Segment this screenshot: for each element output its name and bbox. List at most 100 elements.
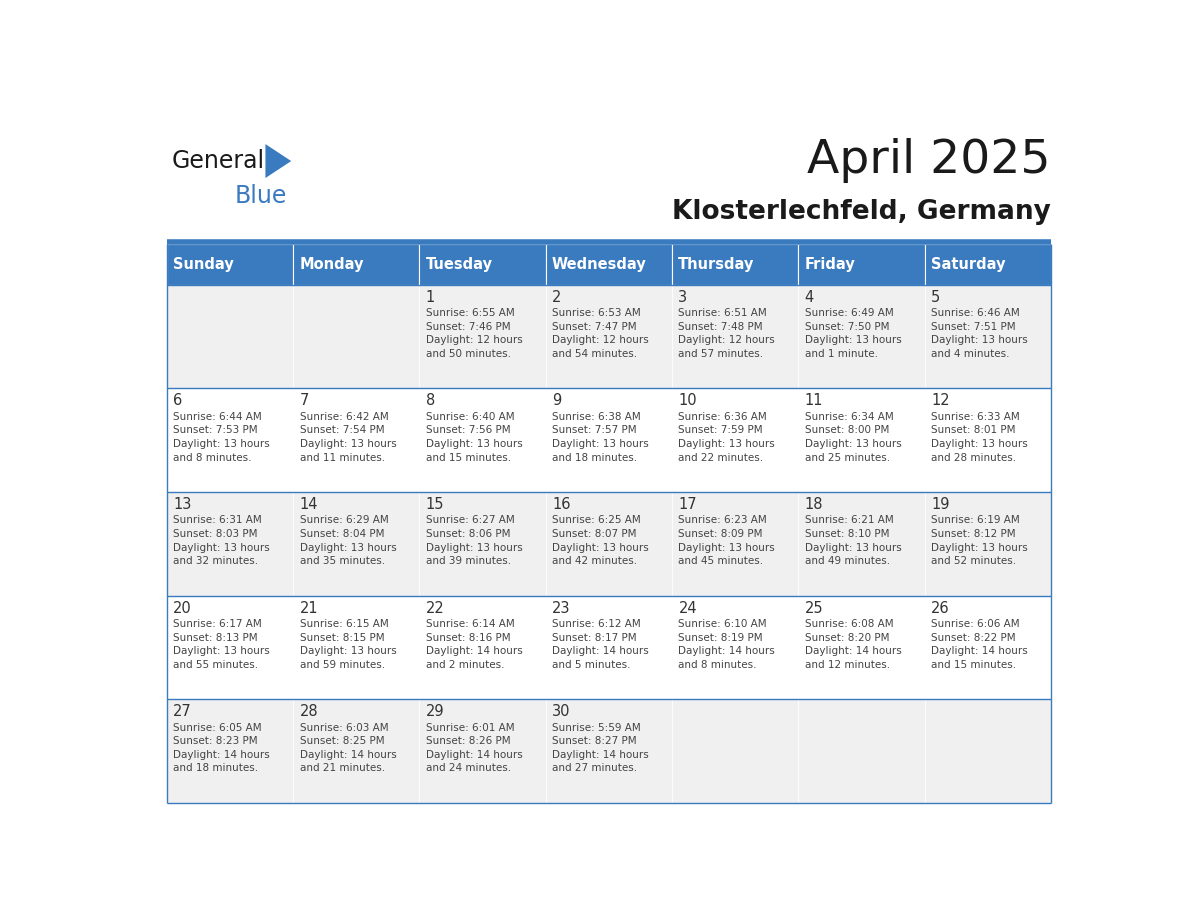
Text: 26: 26 <box>931 600 949 616</box>
Text: April 2025: April 2025 <box>808 139 1051 184</box>
Bar <box>924 244 1051 285</box>
Text: Blue: Blue <box>234 185 286 208</box>
Polygon shape <box>265 144 291 178</box>
Text: 25: 25 <box>804 600 823 616</box>
Bar <box>293 388 419 492</box>
Bar <box>419 244 545 285</box>
Text: Sunday: Sunday <box>173 257 234 272</box>
Text: Sunrise: 6:31 AM
Sunset: 8:03 PM
Daylight: 13 hours
and 32 minutes.: Sunrise: 6:31 AM Sunset: 8:03 PM Dayligh… <box>173 515 270 566</box>
Text: 4: 4 <box>804 290 814 305</box>
Text: Sunrise: 6:46 AM
Sunset: 7:51 PM
Daylight: 13 hours
and 4 minutes.: Sunrise: 6:46 AM Sunset: 7:51 PM Dayligh… <box>931 308 1028 359</box>
Bar <box>924 492 1051 596</box>
Bar <box>798 492 924 596</box>
Text: Sunrise: 6:42 AM
Sunset: 7:54 PM
Daylight: 13 hours
and 11 minutes.: Sunrise: 6:42 AM Sunset: 7:54 PM Dayligh… <box>299 411 397 463</box>
Text: Sunrise: 6:23 AM
Sunset: 8:09 PM
Daylight: 13 hours
and 45 minutes.: Sunrise: 6:23 AM Sunset: 8:09 PM Dayligh… <box>678 515 776 566</box>
Text: 19: 19 <box>931 497 949 512</box>
Bar <box>166 388 293 492</box>
Text: Sunrise: 6:49 AM
Sunset: 7:50 PM
Daylight: 13 hours
and 1 minute.: Sunrise: 6:49 AM Sunset: 7:50 PM Dayligh… <box>804 308 902 359</box>
Text: Sunrise: 6:51 AM
Sunset: 7:48 PM
Daylight: 12 hours
and 57 minutes.: Sunrise: 6:51 AM Sunset: 7:48 PM Dayligh… <box>678 308 776 359</box>
Text: Sunrise: 6:15 AM
Sunset: 8:15 PM
Daylight: 13 hours
and 59 minutes.: Sunrise: 6:15 AM Sunset: 8:15 PM Dayligh… <box>299 619 397 670</box>
Bar <box>166 244 293 285</box>
Text: Sunrise: 6:33 AM
Sunset: 8:01 PM
Daylight: 13 hours
and 28 minutes.: Sunrise: 6:33 AM Sunset: 8:01 PM Dayligh… <box>931 411 1028 463</box>
Text: Sunrise: 6:01 AM
Sunset: 8:26 PM
Daylight: 14 hours
and 24 minutes.: Sunrise: 6:01 AM Sunset: 8:26 PM Dayligh… <box>425 722 523 773</box>
Bar <box>672 700 798 803</box>
Text: 11: 11 <box>804 393 823 409</box>
Bar <box>924 388 1051 492</box>
Text: Monday: Monday <box>299 257 364 272</box>
Bar <box>672 596 798 700</box>
Text: Sunrise: 6:19 AM
Sunset: 8:12 PM
Daylight: 13 hours
and 52 minutes.: Sunrise: 6:19 AM Sunset: 8:12 PM Dayligh… <box>931 515 1028 566</box>
Text: Sunrise: 6:53 AM
Sunset: 7:47 PM
Daylight: 12 hours
and 54 minutes.: Sunrise: 6:53 AM Sunset: 7:47 PM Dayligh… <box>552 308 649 359</box>
Text: Sunrise: 6:55 AM
Sunset: 7:46 PM
Daylight: 12 hours
and 50 minutes.: Sunrise: 6:55 AM Sunset: 7:46 PM Dayligh… <box>425 308 523 359</box>
Bar <box>419 700 545 803</box>
Bar <box>924 285 1051 388</box>
Text: Sunrise: 6:44 AM
Sunset: 7:53 PM
Daylight: 13 hours
and 8 minutes.: Sunrise: 6:44 AM Sunset: 7:53 PM Dayligh… <box>173 411 270 463</box>
Bar <box>293 700 419 803</box>
Text: Thursday: Thursday <box>678 257 754 272</box>
Bar <box>293 492 419 596</box>
Text: 21: 21 <box>299 600 318 616</box>
Bar <box>293 596 419 700</box>
Text: 7: 7 <box>299 393 309 409</box>
Text: Sunrise: 6:27 AM
Sunset: 8:06 PM
Daylight: 13 hours
and 39 minutes.: Sunrise: 6:27 AM Sunset: 8:06 PM Dayligh… <box>425 515 523 566</box>
Text: 6: 6 <box>173 393 183 409</box>
Text: 3: 3 <box>678 290 688 305</box>
Text: 5: 5 <box>931 290 940 305</box>
Bar <box>672 492 798 596</box>
Text: 28: 28 <box>299 704 318 719</box>
Text: 1: 1 <box>425 290 435 305</box>
Bar <box>166 492 293 596</box>
Bar <box>293 285 419 388</box>
Text: Sunrise: 6:29 AM
Sunset: 8:04 PM
Daylight: 13 hours
and 35 minutes.: Sunrise: 6:29 AM Sunset: 8:04 PM Dayligh… <box>299 515 397 566</box>
Bar <box>672 285 798 388</box>
Bar <box>545 492 672 596</box>
Text: Sunrise: 6:05 AM
Sunset: 8:23 PM
Daylight: 14 hours
and 18 minutes.: Sunrise: 6:05 AM Sunset: 8:23 PM Dayligh… <box>173 722 270 773</box>
Text: Sunrise: 6:17 AM
Sunset: 8:13 PM
Daylight: 13 hours
and 55 minutes.: Sunrise: 6:17 AM Sunset: 8:13 PM Dayligh… <box>173 619 270 670</box>
Text: Wednesday: Wednesday <box>552 257 646 272</box>
Text: 27: 27 <box>173 704 192 719</box>
Text: 24: 24 <box>678 600 697 616</box>
Text: Saturday: Saturday <box>931 257 1005 272</box>
Text: 30: 30 <box>552 704 570 719</box>
Text: Sunrise: 6:40 AM
Sunset: 7:56 PM
Daylight: 13 hours
and 15 minutes.: Sunrise: 6:40 AM Sunset: 7:56 PM Dayligh… <box>425 411 523 463</box>
Text: Sunrise: 6:14 AM
Sunset: 8:16 PM
Daylight: 14 hours
and 2 minutes.: Sunrise: 6:14 AM Sunset: 8:16 PM Dayligh… <box>425 619 523 670</box>
Text: 15: 15 <box>425 497 444 512</box>
Bar <box>924 700 1051 803</box>
Bar <box>419 492 545 596</box>
Text: 17: 17 <box>678 497 697 512</box>
Bar <box>166 596 293 700</box>
Text: General: General <box>171 149 265 173</box>
Text: 18: 18 <box>804 497 823 512</box>
Bar <box>545 700 672 803</box>
Text: 13: 13 <box>173 497 191 512</box>
Bar <box>798 388 924 492</box>
Bar <box>798 596 924 700</box>
Text: Sunrise: 6:08 AM
Sunset: 8:20 PM
Daylight: 14 hours
and 12 minutes.: Sunrise: 6:08 AM Sunset: 8:20 PM Dayligh… <box>804 619 902 670</box>
Text: Friday: Friday <box>804 257 855 272</box>
Text: 14: 14 <box>299 497 318 512</box>
Bar <box>672 244 798 285</box>
Text: Sunrise: 6:21 AM
Sunset: 8:10 PM
Daylight: 13 hours
and 49 minutes.: Sunrise: 6:21 AM Sunset: 8:10 PM Dayligh… <box>804 515 902 566</box>
Text: 29: 29 <box>425 704 444 719</box>
Text: 2: 2 <box>552 290 562 305</box>
Text: 16: 16 <box>552 497 570 512</box>
Text: 12: 12 <box>931 393 949 409</box>
Text: 20: 20 <box>173 600 192 616</box>
Bar <box>293 244 419 285</box>
Bar <box>924 596 1051 700</box>
Text: Sunrise: 5:59 AM
Sunset: 8:27 PM
Daylight: 14 hours
and 27 minutes.: Sunrise: 5:59 AM Sunset: 8:27 PM Dayligh… <box>552 722 649 773</box>
Bar <box>419 285 545 388</box>
Text: Tuesday: Tuesday <box>425 257 493 272</box>
Text: 9: 9 <box>552 393 562 409</box>
Text: 8: 8 <box>425 393 435 409</box>
Bar <box>419 388 545 492</box>
Text: Sunrise: 6:12 AM
Sunset: 8:17 PM
Daylight: 14 hours
and 5 minutes.: Sunrise: 6:12 AM Sunset: 8:17 PM Dayligh… <box>552 619 649 670</box>
Text: 10: 10 <box>678 393 697 409</box>
Bar <box>545 596 672 700</box>
Bar <box>545 244 672 285</box>
Text: Sunrise: 6:03 AM
Sunset: 8:25 PM
Daylight: 14 hours
and 21 minutes.: Sunrise: 6:03 AM Sunset: 8:25 PM Dayligh… <box>299 722 397 773</box>
Text: Sunrise: 6:06 AM
Sunset: 8:22 PM
Daylight: 14 hours
and 15 minutes.: Sunrise: 6:06 AM Sunset: 8:22 PM Dayligh… <box>931 619 1028 670</box>
Text: Sunrise: 6:34 AM
Sunset: 8:00 PM
Daylight: 13 hours
and 25 minutes.: Sunrise: 6:34 AM Sunset: 8:00 PM Dayligh… <box>804 411 902 463</box>
Bar <box>798 244 924 285</box>
Text: Sunrise: 6:10 AM
Sunset: 8:19 PM
Daylight: 14 hours
and 8 minutes.: Sunrise: 6:10 AM Sunset: 8:19 PM Dayligh… <box>678 619 776 670</box>
